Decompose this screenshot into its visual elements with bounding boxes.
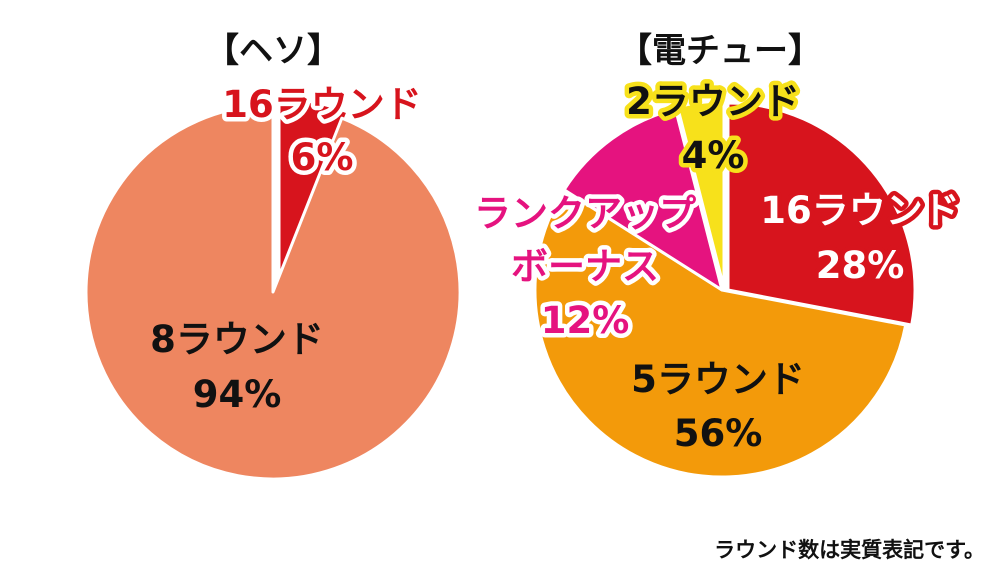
heso-slice-8r-label: 8ラウンド	[150, 318, 324, 361]
denchu-slice-16r-label: 16ラウンド	[760, 189, 960, 232]
pie-heso: 【ヘソ】 16ラウンド 6% 8ラウンド 94%	[84, 31, 462, 481]
denchu-slice-rankup-label-line2: ボーナス	[511, 245, 659, 288]
pie-0-slice-1	[84, 103, 462, 481]
denchu-slice-2r-value: 4%	[682, 134, 745, 177]
pie-1-slice-2	[562, 107, 724, 292]
denchu-slice-5r-value: 56%	[674, 412, 763, 455]
denchu-slice-5r-label: 5ラウンド	[631, 358, 805, 401]
heso-slice-8r-value: 94%	[193, 373, 282, 416]
denchu-slice-16r-value: 28%	[816, 244, 905, 287]
denchu-slice-rankup-label-line1: ランクアップ	[474, 192, 696, 235]
pie-1-slice-3	[675, 99, 726, 290]
pie-denchu: 【電チュー】 2ラウンド 4% 16ラウンド 28% ランクアップ ボーナス 1…	[470, 31, 964, 479]
pie-1-slice-0	[726, 101, 917, 327]
heso-slice-16r-label: 16ラウンド	[222, 83, 422, 126]
pie-denchu-title: 【電チュー】	[618, 31, 822, 71]
heso-slice-16r-value: 6%	[291, 136, 354, 179]
denchu-slice-rankup-value: 12%	[541, 299, 630, 342]
denchu-slice-2r-label: 2ラウンド	[626, 80, 800, 123]
pie-1-slice-1	[533, 188, 908, 479]
footnote: ラウンド数は実質表記です。	[714, 538, 985, 562]
pie-heso-title: 【ヘソ】	[205, 31, 341, 71]
